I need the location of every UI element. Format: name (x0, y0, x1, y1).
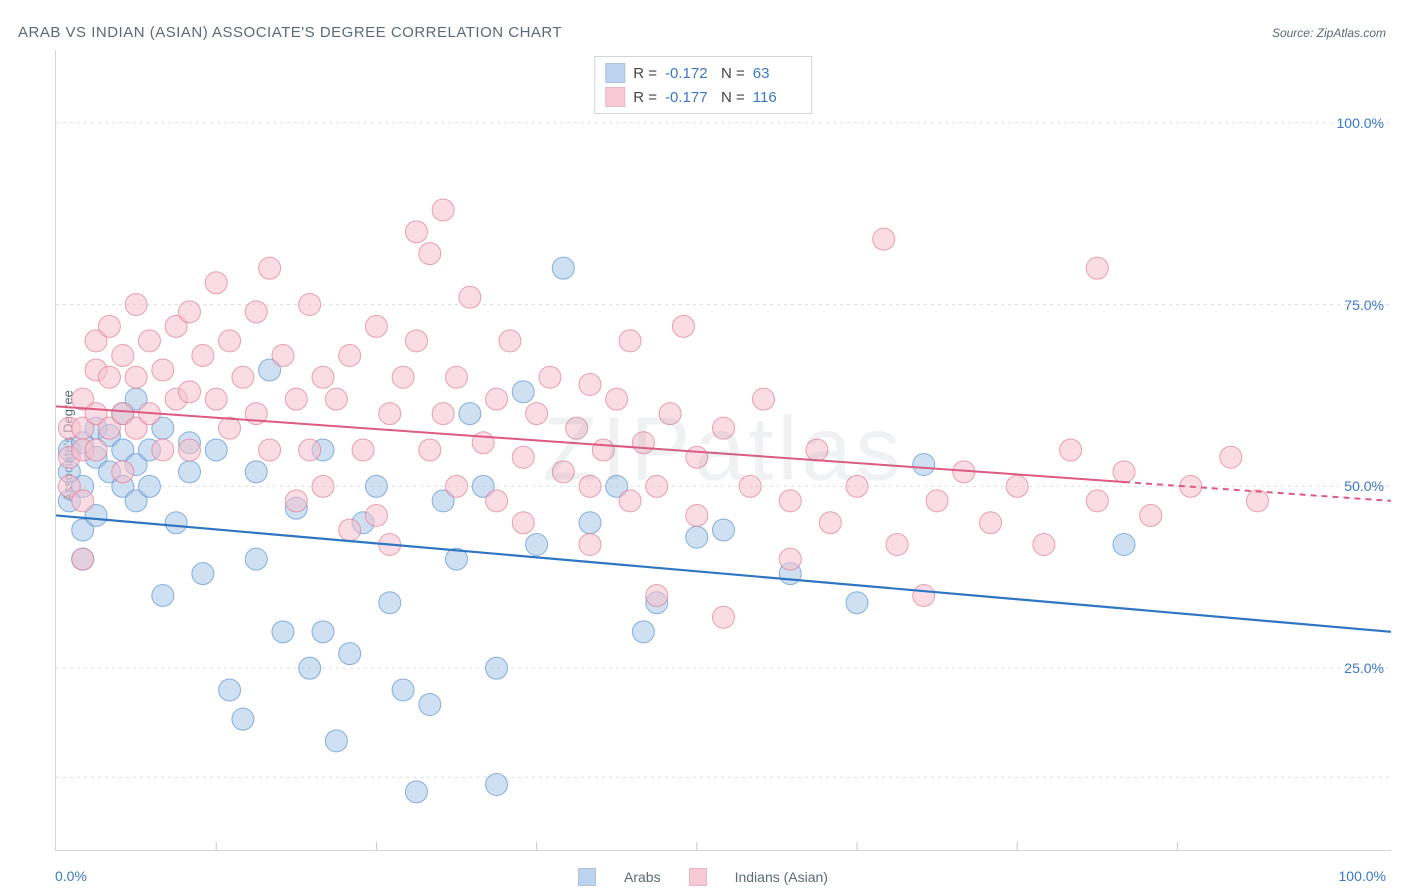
y-tick-label: 50.0% (1344, 478, 1384, 494)
stats-row-indians: R = -0.177 N = 116 (605, 85, 801, 109)
source-attribution: Source: ZipAtlas.com (1272, 26, 1386, 40)
x-axis-max-label: 100.0% (1339, 868, 1386, 884)
swatch-arabs (605, 63, 625, 83)
x-axis-min-label: 0.0% (55, 868, 87, 884)
n-value-indians: 116 (753, 89, 801, 106)
bottom-legend: Arabs Indians (Asian) (578, 868, 828, 886)
y-tick-label: 100.0% (1337, 115, 1384, 131)
swatch-indians (605, 87, 625, 107)
n-label: N = (721, 65, 745, 82)
swatch-indians (689, 868, 707, 886)
n-value-arabs: 63 (753, 65, 801, 82)
swatch-arabs (578, 868, 596, 886)
r-label: R = (633, 65, 657, 82)
plot-svg (56, 50, 1391, 850)
y-tick-label: 25.0% (1344, 660, 1384, 676)
correlation-scatter-chart: ZIPatlas (55, 50, 1391, 851)
chart-title: ARAB VS INDIAN (ASIAN) ASSOCIATE'S DEGRE… (18, 24, 562, 41)
n-label: N = (721, 89, 745, 106)
y-tick-label: 75.0% (1344, 297, 1384, 313)
r-value-arabs: -0.172 (665, 65, 713, 82)
legend-label-arabs: Arabs (624, 869, 661, 885)
legend-label-indians: Indians (Asian) (735, 869, 828, 885)
stats-legend: R = -0.172 N = 63 R = -0.177 N = 116 (594, 56, 812, 114)
r-label: R = (633, 89, 657, 106)
stats-row-arabs: R = -0.172 N = 63 (605, 61, 801, 85)
r-value-indians: -0.177 (665, 89, 713, 106)
